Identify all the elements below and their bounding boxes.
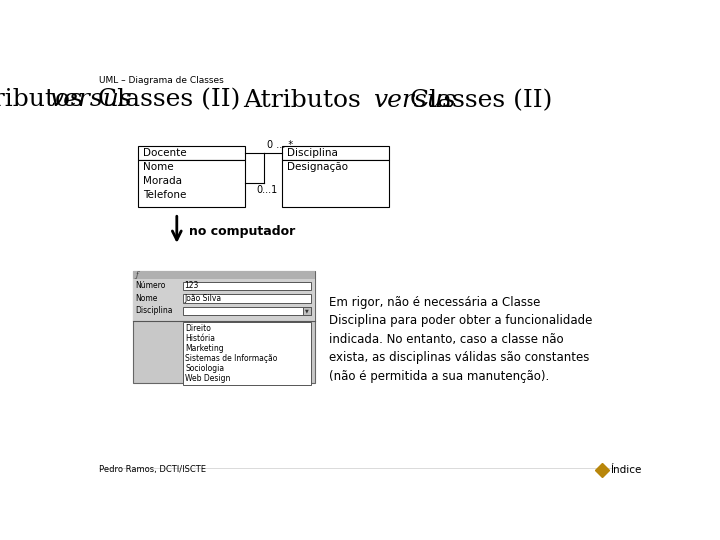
Text: 0...1: 0...1 bbox=[256, 185, 277, 195]
Text: 123: 123 bbox=[184, 281, 199, 291]
Text: Atributos: Atributos bbox=[243, 90, 369, 112]
Bar bbox=[183, 322, 311, 385]
Text: versus: versus bbox=[373, 90, 456, 112]
Text: Disciplina: Disciplina bbox=[136, 306, 174, 315]
Text: Número: Número bbox=[136, 281, 166, 291]
Text: Designação: Designação bbox=[287, 162, 348, 172]
Text: UML – Diagrama de Classes: UML – Diagrama de Classes bbox=[99, 76, 224, 85]
Text: Nome: Nome bbox=[143, 162, 174, 172]
Bar bbox=[303, 307, 311, 315]
Text: Direito: Direito bbox=[185, 323, 211, 333]
Bar bbox=[183, 294, 311, 303]
Text: Em rigor, não é necessária a Classe
Disciplina para poder obter a funcionalidade: Em rigor, não é necessária a Classe Disc… bbox=[329, 296, 592, 383]
Text: Classes (II): Classes (II) bbox=[91, 88, 240, 111]
Text: João Silva: João Silva bbox=[184, 294, 222, 302]
Bar bbox=[132, 271, 315, 383]
Bar bbox=[132, 279, 315, 321]
Text: Atributos: Atributos bbox=[0, 88, 91, 111]
Bar bbox=[282, 146, 389, 159]
Text: Nome: Nome bbox=[136, 294, 158, 302]
Text: Docente: Docente bbox=[143, 147, 186, 158]
Bar bbox=[138, 159, 245, 207]
Text: 0 ... *: 0 ... * bbox=[266, 139, 293, 150]
Text: Índice: Índice bbox=[610, 465, 642, 475]
Text: Disciplina: Disciplina bbox=[287, 147, 338, 158]
Text: ▼: ▼ bbox=[305, 308, 309, 313]
Bar bbox=[138, 146, 245, 159]
Text: Classes (II): Classes (II) bbox=[402, 90, 553, 112]
Text: ƒ: ƒ bbox=[135, 271, 138, 279]
Text: Telefone: Telefone bbox=[143, 190, 186, 200]
Text: Sociologia: Sociologia bbox=[185, 363, 225, 373]
Bar bbox=[183, 307, 311, 315]
Bar bbox=[132, 271, 315, 279]
Text: Sistemas de Informação: Sistemas de Informação bbox=[185, 354, 278, 363]
Text: versus: versus bbox=[49, 88, 132, 111]
Text: no computador: no computador bbox=[189, 225, 295, 238]
Text: História: História bbox=[185, 334, 215, 343]
Text: Web Design: Web Design bbox=[185, 374, 230, 383]
Text: Marketing: Marketing bbox=[185, 343, 224, 353]
Text: Pedro Ramos, DCTI/ISCTE: Pedro Ramos, DCTI/ISCTE bbox=[99, 465, 207, 474]
Bar bbox=[282, 159, 389, 207]
Bar bbox=[183, 282, 311, 291]
Text: Morada: Morada bbox=[143, 176, 181, 186]
